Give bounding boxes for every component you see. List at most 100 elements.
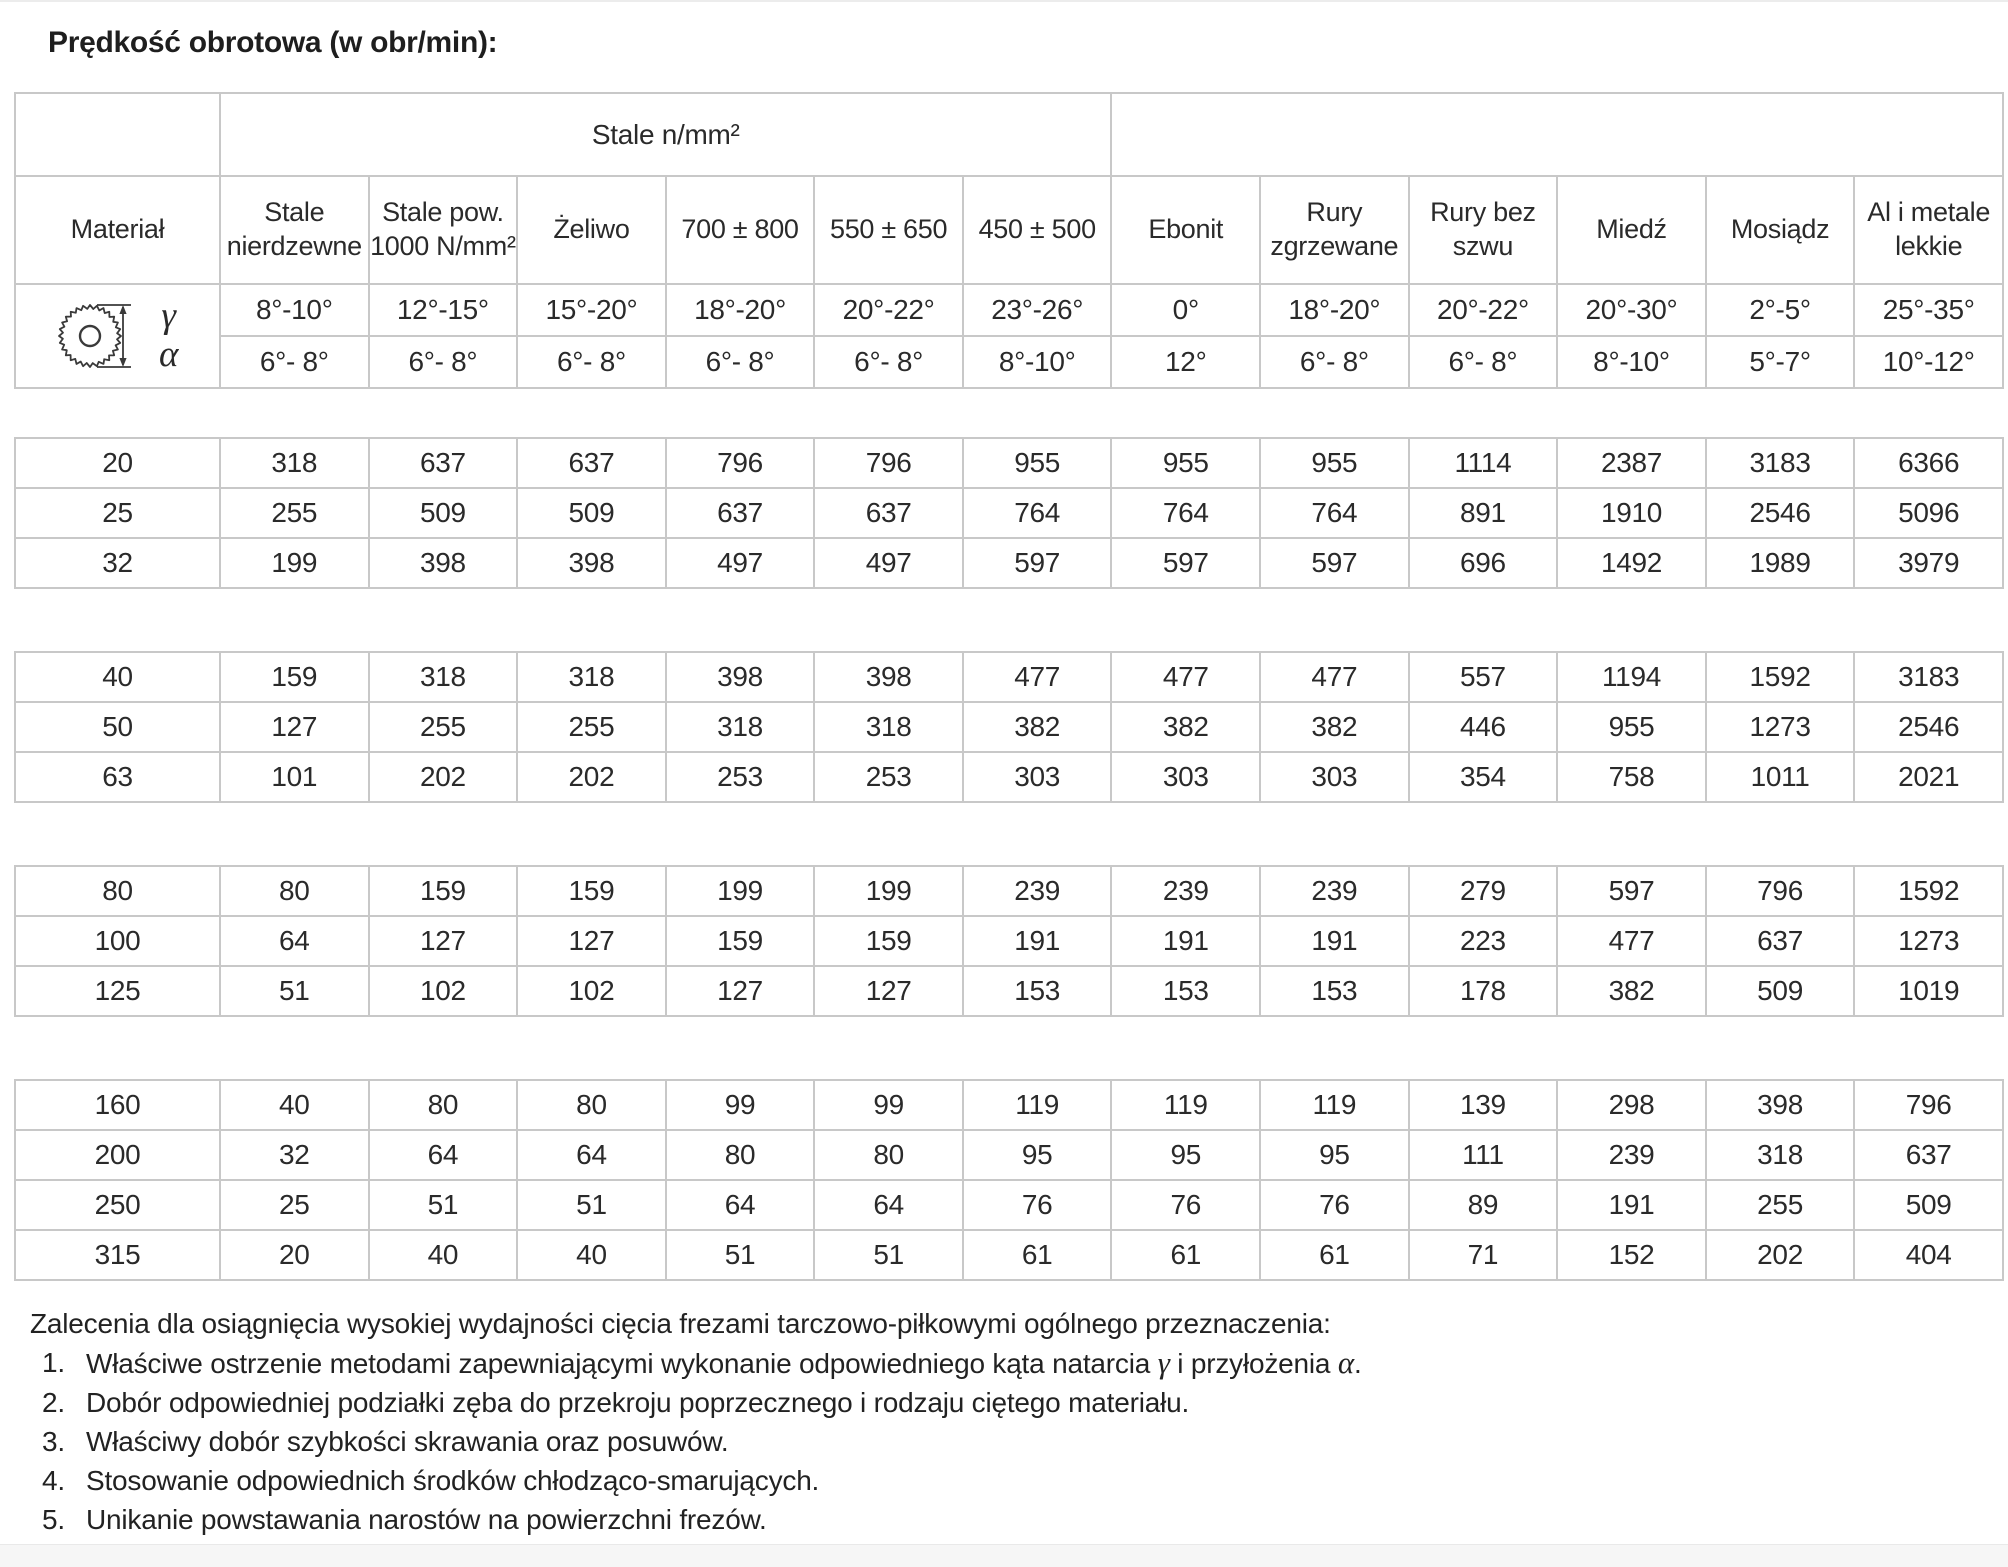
speed-cell: 398 — [367, 537, 519, 589]
table-row: 25 255 509 509 637 637 764 764 764 891 1910 2546 509… — [14, 487, 2004, 539]
alpha-angle-cell: 5°-7° — [1704, 335, 1856, 389]
table-row: 50 127 255 255 318 318 382 382 382 446 955 1273 2546 — [14, 701, 2004, 753]
span-header-empty-left — [14, 92, 221, 177]
page-bottom-band — [0, 1544, 2008, 1567]
speed-cell: 5096 — [1853, 487, 2004, 539]
speed-cell: 955 — [961, 437, 1113, 489]
speed-cell: 303 — [1259, 751, 1410, 803]
speed-cell: 1273 — [1704, 701, 1856, 753]
speed-cell: 1592 — [1853, 865, 2004, 917]
speed-cell: 318 — [813, 701, 964, 753]
gamma-symbol: γ — [161, 295, 176, 337]
diameter-cell: 25 — [14, 487, 221, 539]
speed-cell: 497 — [664, 537, 816, 589]
speed-cell: 202 — [367, 751, 519, 803]
alpha-symbol: α — [158, 334, 179, 375]
table-row: 32 199 398 398 497 497 597 597 597 696 1492 1989 397… — [14, 537, 2004, 589]
speed-cell: 127 — [219, 701, 370, 753]
alpha-angle-cell: 6°- 8° — [219, 335, 370, 389]
alpha-angle-cell: 8°-10° — [1556, 335, 1707, 389]
item-text: Stosowanie odpowiednich środków chłodząc… — [86, 1465, 820, 1496]
diameter-cell: 100 — [14, 915, 221, 967]
speed-cell: 159 — [813, 915, 964, 967]
speed-cell: 80 — [367, 1079, 519, 1131]
item-text: Właściwy dobór szybkości skrawania oraz … — [86, 1426, 729, 1457]
page-title: Prędkość obrotowa (w obr/min): — [48, 26, 498, 59]
group-spacer — [15, 1016, 2003, 1080]
speed-cell: 758 — [1556, 751, 1707, 803]
speed-cell: 139 — [1407, 1079, 1559, 1131]
angle-symbols: γ α — [158, 295, 179, 375]
speed-cell: 255 — [1704, 1179, 1856, 1231]
speed-cell: 80 — [219, 865, 370, 917]
speed-cell: 159 — [219, 651, 370, 703]
speed-cell: 1492 — [1556, 537, 1707, 589]
speed-cell: 239 — [1110, 865, 1262, 917]
speed-cell: 178 — [1407, 965, 1559, 1017]
table-row: 100 64 127 127 159 159 191 191 191 223 477 637 1273 — [14, 915, 2004, 967]
speed-cell: 382 — [1556, 965, 1707, 1017]
alpha-angle-cell: 6°- 8° — [664, 335, 816, 389]
alpha-symbol: α — [1337, 1345, 1354, 1380]
speed-cell: 1592 — [1704, 651, 1856, 703]
speed-cell: 239 — [961, 865, 1113, 917]
table-row: 250 25 51 51 64 64 76 76 76 89 191 255 509 — [14, 1179, 2004, 1231]
gamma-angle-row: γ α 8°-10° 12°-15° 15°-20° 18°-20° 20°-2… — [14, 283, 2004, 389]
diameter-cell: 20 — [14, 437, 221, 489]
item-text: Właściwe ostrzenie metodami zapewniający… — [86, 1345, 1362, 1380]
diameter-cell: 250 — [14, 1179, 221, 1231]
speed-cell: 202 — [516, 751, 667, 803]
table-row: 160 40 80 80 99 99 119 119 119 139 298 398 796 — [14, 1079, 2004, 1131]
speed-cell: 239 — [1556, 1129, 1707, 1181]
speed-cell: 253 — [813, 751, 964, 803]
speed-cell: 89 — [1407, 1179, 1559, 1231]
blade-bore-hole — [78, 324, 102, 348]
speed-cell: 127 — [813, 965, 964, 1017]
speed-cell: 1273 — [1853, 915, 2004, 967]
diameter-cell: 80 — [14, 865, 221, 917]
column-header: Mosiądz — [1704, 175, 1856, 285]
speed-cell: 153 — [1110, 965, 1262, 1017]
column-header: Al i metale lekkie — [1853, 175, 2004, 285]
speed-cell: 80 — [813, 1129, 964, 1181]
item-number: 3. — [42, 1426, 65, 1457]
recommendation-item: 2. Dobór odpowiedniej podziałki zęba do … — [30, 1385, 1530, 1421]
speed-cell: 191 — [1259, 915, 1410, 967]
speed-cell: 253 — [664, 751, 816, 803]
speed-cell: 404 — [1853, 1229, 2004, 1281]
speed-cell: 32 — [219, 1129, 370, 1181]
gamma-angle-cell: 23°-26° — [961, 283, 1113, 337]
speed-cell: 637 — [1704, 915, 1856, 967]
speed-cell: 279 — [1407, 865, 1559, 917]
alpha-angle-cell: 6°- 8° — [1407, 335, 1559, 389]
speed-cell: 509 — [1853, 1179, 2004, 1231]
speed-cell: 199 — [813, 865, 964, 917]
speed-cell: 1989 — [1704, 537, 1856, 589]
speed-cell: 796 — [1853, 1079, 2004, 1131]
recommendation-item: 1. Właściwe ostrzenie metodami zapewniaj… — [30, 1345, 1530, 1382]
table-row: 80 80 159 159 199 199 239 239 239 279 597 796 1592 — [14, 865, 2004, 917]
gamma-angle-cell: 25°-35° — [1853, 283, 2004, 337]
group-spacer — [15, 802, 2003, 866]
speed-cell: 40 — [219, 1079, 370, 1131]
diameter-cell: 160 — [14, 1079, 221, 1131]
gamma-symbol: γ — [1157, 1345, 1170, 1380]
table-span-header-row: Stale n/mm² — [14, 92, 2004, 177]
speed-cell: 159 — [516, 865, 667, 917]
alpha-angle-cell: 6°- 8° — [813, 335, 964, 389]
speed-cell: 64 — [813, 1179, 964, 1231]
speed-cell: 318 — [516, 651, 667, 703]
speed-cell: 51 — [219, 965, 370, 1017]
speed-cell: 398 — [664, 651, 816, 703]
speed-cell: 696 — [1407, 537, 1559, 589]
gamma-angle-cell: 18°-20° — [1259, 283, 1410, 337]
recommendations-block: Zalecenia dla osiągnięcia wysokiej wydaj… — [30, 1306, 1530, 1541]
span-header-empty-right — [1110, 92, 2004, 177]
alpha-angle-row: 6°- 8° 6°- 8° 6°- 8° 6°- 8° 6°- 8° 8°-10… — [15, 335, 2004, 389]
gamma-angle-cell: 20°-30° — [1556, 283, 1707, 337]
speed-cell: 191 — [1110, 915, 1262, 967]
speed-cell: 239 — [1259, 865, 1410, 917]
speed-cell: 398 — [516, 537, 667, 589]
speed-cell: 153 — [1259, 965, 1410, 1017]
speed-cell: 382 — [1259, 701, 1410, 753]
